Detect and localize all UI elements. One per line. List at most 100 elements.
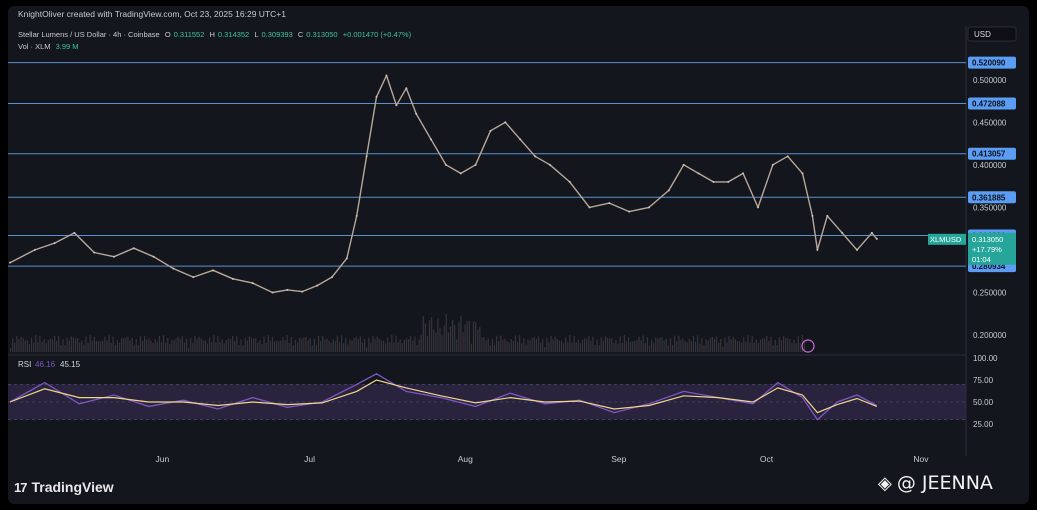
volume-bar: [678, 335, 680, 352]
volume-bar: [309, 338, 311, 352]
volume-bar: [30, 337, 33, 352]
attribution-line: KnightOliver created with TradingView.co…: [18, 9, 289, 19]
chart-canvas[interactable]: 0.500000 0.450000 0.400000 0.350000 0.250000…: [8, 6, 1029, 504]
price-point: [192, 276, 195, 279]
volume-bar: [227, 338, 230, 352]
volume-bar: [280, 340, 282, 352]
volume-bar: [137, 345, 139, 352]
volume-bar: [583, 338, 586, 352]
volume-bar: [112, 336, 114, 352]
volume-bar: [18, 339, 20, 352]
volume-bar: [24, 340, 26, 352]
volume-bar: [772, 345, 774, 352]
price-tick-label: 0.400000: [973, 161, 1007, 170]
x-tick-label: Nov: [913, 454, 929, 464]
volume-bar: [380, 340, 382, 352]
price-point: [811, 214, 814, 217]
volume-bar: [674, 335, 676, 352]
volume-bar: [512, 341, 514, 352]
price-point: [286, 288, 289, 291]
volume-bar: [539, 342, 542, 352]
tradingview-brand[interactable]: 17 TradingView: [14, 479, 114, 495]
volume-bar: [85, 336, 87, 352]
volume-bar: [600, 337, 602, 352]
price-point: [316, 284, 319, 287]
volume-bar: [171, 340, 173, 352]
volume-bar: [185, 338, 188, 352]
volume-bar: [322, 335, 324, 352]
volume-bar: [150, 340, 152, 352]
volume-bar: [328, 340, 330, 352]
volume-bar: [334, 341, 336, 352]
volume-bar: [288, 342, 290, 352]
volume-bar: [596, 339, 598, 352]
volume-bar: [640, 340, 642, 352]
level-badge-label: 0.413057: [972, 150, 1006, 159]
binance-diamond-icon: ◈: [878, 472, 892, 494]
volume-bar: [16, 336, 18, 352]
rsi-legend-ma-value: 45.15: [60, 360, 81, 369]
price-point: [697, 172, 700, 175]
volume-bar: [669, 338, 672, 352]
volume-bar: [366, 347, 368, 352]
volume-bar: [703, 344, 705, 352]
volume-bar: [60, 345, 62, 352]
volume-bar: [87, 342, 89, 352]
volume-bar: [552, 339, 554, 352]
volume-bar: [619, 336, 621, 352]
volume-bar: [426, 335, 429, 352]
volume-bar: [372, 335, 374, 352]
volume-bar: [722, 346, 724, 352]
symbol-name[interactable]: Stellar Lumens / US Dollar · 4h · Coinba…: [18, 30, 160, 39]
volume-bar: [747, 335, 749, 352]
price-point: [856, 248, 859, 251]
volume-bar: [449, 326, 452, 352]
volume-bar: [577, 339, 579, 352]
volume-bar: [699, 343, 701, 352]
price-point: [345, 257, 348, 260]
volume-bar: [104, 336, 106, 352]
volume-bar: [588, 335, 590, 352]
volume-bar: [435, 332, 437, 352]
volume-bar: [292, 345, 294, 352]
volume-bar: [634, 340, 636, 352]
volume-bar: [741, 342, 743, 352]
price-point: [875, 237, 878, 240]
price-tick-label: 0.450000: [973, 118, 1007, 127]
symbol-badge-label: XLMUSD: [930, 235, 962, 244]
volume-bar: [791, 343, 793, 352]
volume-bar: [734, 339, 736, 352]
price-point: [33, 248, 36, 251]
volume-bar: [192, 342, 194, 352]
price-tick-label: 0.200000: [973, 331, 1007, 340]
volume-bar: [472, 321, 475, 352]
volume-bar: [391, 335, 393, 352]
volume-bar: [102, 340, 104, 352]
volume-bar: [439, 327, 441, 352]
volume-bar: [152, 343, 154, 352]
volume-bar: [121, 337, 123, 352]
price-point: [489, 129, 492, 132]
volume-bar: [382, 340, 385, 352]
volume-bar: [307, 340, 309, 352]
rsi-legend-label: RSI: [18, 360, 31, 369]
volume-bar: [282, 336, 284, 352]
volume-bar: [422, 315, 424, 352]
volume-bar: [93, 336, 95, 352]
volume-bar: [303, 337, 305, 352]
volume-bar: [527, 339, 529, 352]
volume-bar: [165, 343, 167, 352]
volume-bar: [707, 340, 709, 352]
volume-bar: [431, 317, 433, 352]
volume-bar: [95, 341, 98, 352]
volume-bar: [39, 335, 41, 352]
volume-bar: [196, 339, 198, 352]
volume-bar: [267, 335, 269, 352]
volume-bar: [240, 339, 242, 352]
countdown-label: 01:04: [972, 255, 991, 264]
x-tick-label: Oct: [760, 454, 774, 464]
volume-bar: [91, 340, 93, 352]
chart-panel[interactable]: 0.500000 0.450000 0.400000 0.350000 0.250000…: [8, 6, 1029, 504]
volume-bar: [284, 340, 286, 352]
volume-bar: [384, 343, 387, 352]
